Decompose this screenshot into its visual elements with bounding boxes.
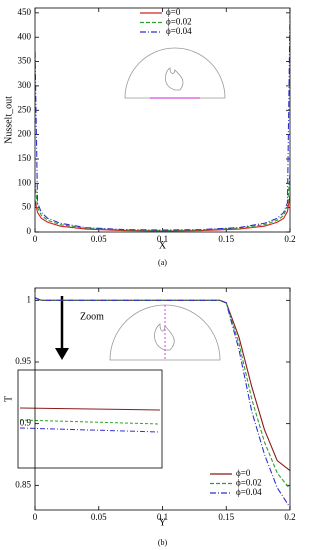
annotation: Zoom: [80, 311, 104, 322]
y-axis-label: Nusselt_out: [3, 96, 14, 144]
legend-label: ϕ=0.04: [236, 487, 262, 497]
x-tick-label: 0: [33, 512, 38, 522]
y-tick-label: 200: [18, 129, 32, 139]
inset-b: [17, 296, 221, 469]
x-tick-label: 0.1: [157, 512, 168, 522]
x-tick-label: 0.05: [91, 512, 107, 522]
x-tick-label: 0.05: [91, 234, 107, 244]
caption: (a): [158, 258, 167, 267]
x-tick-label: 0: [33, 234, 38, 244]
y-tick-label: 150: [18, 153, 32, 163]
y-tick-label: 250: [18, 104, 32, 114]
inset-a: [124, 47, 226, 99]
x-tick-label: 0.1: [157, 234, 168, 244]
y-tick-label: 0: [27, 226, 32, 236]
caption: (b): [158, 538, 168, 547]
legend-label: ϕ=0.04: [166, 26, 192, 36]
legend-label: ϕ=0: [166, 7, 181, 17]
legend-label: ϕ=0.02: [236, 478, 262, 488]
y-tick-label: 100: [18, 177, 32, 187]
x-tick-label: 0.15: [218, 234, 234, 244]
y-tick-label: 400: [18, 31, 32, 41]
series-line: [35, 173, 290, 232]
y-tick-label: 450: [18, 7, 32, 17]
y-tick-label: 350: [18, 56, 32, 66]
y-tick-label: 1: [27, 294, 32, 304]
x-axis-label: Y: [159, 517, 166, 528]
y-tick-label: 0.9: [20, 418, 32, 428]
series-line: [35, 15, 290, 231]
figure: 0 0.05 0.1 0.15 0.2 0 50 100 150 200 250 300 350 400 4…: [3, 7, 295, 547]
series-line: [35, 297, 290, 508]
y-tick-label: 0.85: [15, 479, 31, 489]
plot-frame: [34, 287, 291, 511]
y-tick-label: 0.95: [15, 356, 31, 366]
x-axis-label: X: [159, 240, 167, 251]
plot-frame: [34, 7, 291, 233]
legend-label: ϕ=0: [236, 468, 251, 478]
x-tick-label: 0.2: [284, 512, 295, 522]
y-axis-label: T: [3, 396, 14, 402]
legend-label: ϕ=0.02: [166, 17, 192, 27]
x-tick-label: 0.15: [218, 512, 234, 522]
y-tick-label: 50: [22, 202, 32, 212]
x-tick-label: 0.2: [284, 234, 295, 244]
y-tick-label: 300: [18, 80, 32, 90]
